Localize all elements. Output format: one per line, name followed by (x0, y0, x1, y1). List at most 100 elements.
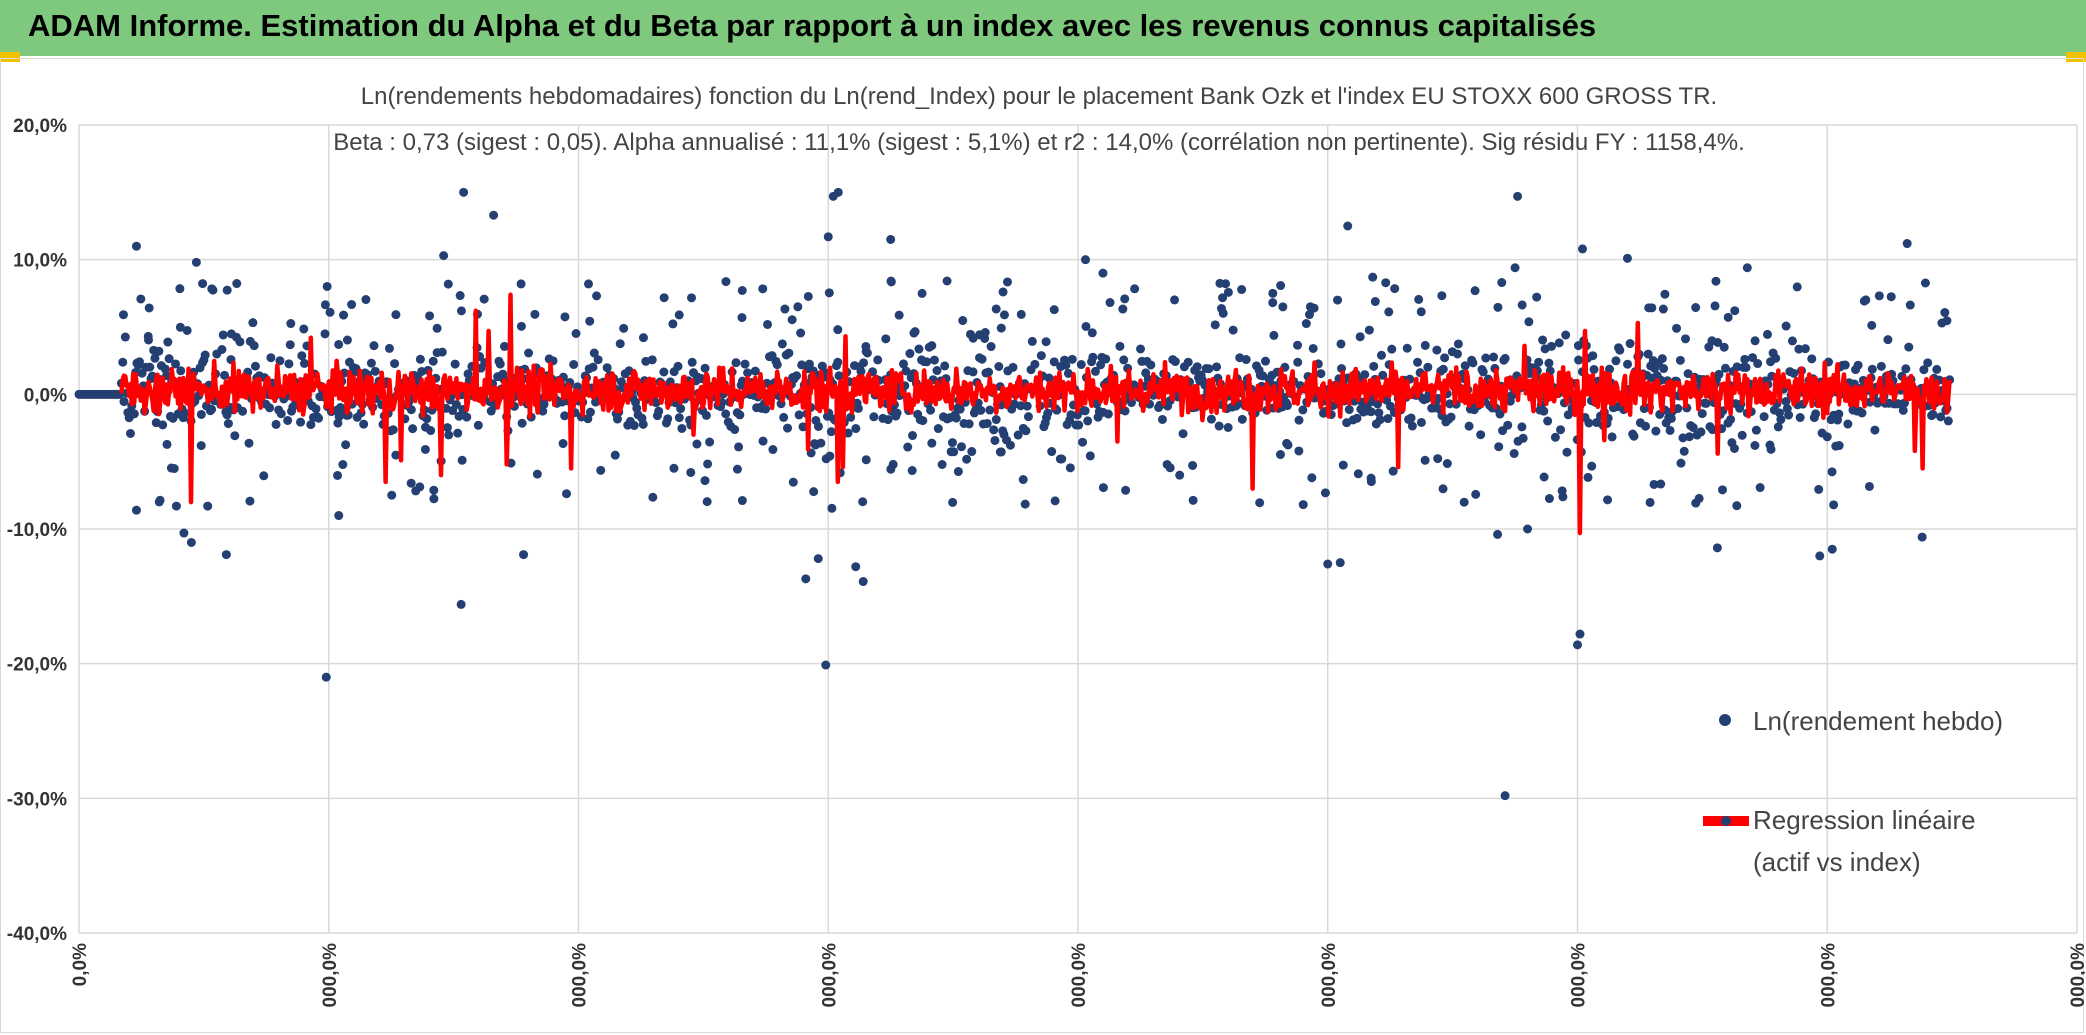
data-point (1673, 404, 1683, 414)
data-point (320, 329, 330, 339)
data-point (1538, 335, 1548, 345)
data-point (175, 322, 185, 332)
data-point (996, 323, 1006, 333)
data-point (676, 404, 686, 414)
data-point (437, 347, 447, 357)
data-point (1710, 301, 1720, 311)
data-point (1781, 396, 1791, 406)
y-tick-label: -10,0% (7, 520, 67, 541)
data-point (1694, 493, 1704, 503)
data-point (1904, 342, 1914, 352)
data-point (1932, 364, 1942, 374)
data-point (1726, 414, 1736, 424)
data-point (1216, 304, 1226, 314)
data-point (927, 341, 937, 351)
data-point (1679, 446, 1689, 456)
data-point (1146, 360, 1156, 370)
data-point (1711, 276, 1721, 286)
data-point (853, 403, 863, 413)
data-point (937, 460, 947, 470)
y-tick-label: 10,0% (13, 251, 67, 272)
data-point (1120, 294, 1130, 304)
data-point (1353, 469, 1363, 479)
data-point (1523, 524, 1533, 534)
data-point (589, 348, 599, 358)
data-point (1672, 323, 1682, 333)
data-point (370, 366, 380, 376)
data-point (259, 471, 269, 481)
data-point (1573, 640, 1582, 650)
data-point (990, 435, 1000, 445)
data-point (1792, 282, 1802, 292)
data-point (1717, 485, 1727, 495)
data-point (1432, 345, 1442, 355)
data-point (196, 441, 206, 451)
data-point (1720, 363, 1730, 373)
data-point (519, 550, 529, 560)
data-point (933, 424, 943, 434)
data-point (284, 359, 294, 369)
data-point (801, 574, 811, 584)
data-point (1384, 307, 1394, 317)
data-point (1360, 370, 1370, 380)
data-point (1905, 300, 1915, 310)
x-tick-label: 000,0% (1569, 943, 1590, 1008)
data-point (454, 411, 464, 421)
data-point (296, 417, 306, 427)
data-point (334, 339, 344, 349)
data-point (456, 599, 466, 609)
data-point (1587, 461, 1597, 471)
data-point (833, 187, 843, 197)
data-point (1675, 355, 1685, 365)
x-tick-label: 000,0% (819, 943, 840, 1008)
data-point (942, 276, 952, 286)
data-point (1049, 357, 1059, 367)
data-point (803, 291, 813, 301)
legend-line-dot (1721, 816, 1731, 826)
data-point (1218, 293, 1228, 303)
data-point (1676, 458, 1686, 468)
data-point (886, 234, 896, 244)
data-point (451, 400, 461, 410)
data-point (1413, 357, 1423, 367)
data-point (596, 465, 606, 475)
data-point (1923, 358, 1933, 368)
data-point (144, 303, 154, 313)
data-point (342, 335, 352, 345)
data-point (813, 554, 823, 564)
data-point (286, 319, 296, 329)
data-point (136, 294, 146, 304)
data-point (1170, 357, 1180, 367)
data-point (677, 423, 687, 433)
data-point (495, 359, 505, 369)
data-point (1192, 362, 1202, 372)
data-point (1524, 317, 1534, 327)
data-point (669, 463, 679, 473)
data-point (763, 319, 773, 329)
data-point (1493, 529, 1503, 539)
data-point (1298, 500, 1308, 510)
data-point (730, 425, 740, 435)
data-point (1308, 343, 1318, 353)
data-point (1936, 412, 1946, 422)
data-point (1020, 499, 1030, 509)
data-point (826, 427, 836, 437)
data-point (702, 497, 712, 507)
data-point (271, 419, 281, 429)
data-point (217, 344, 227, 354)
data-point (1589, 364, 1599, 374)
data-point (1115, 341, 1125, 351)
data-point (804, 359, 814, 369)
data-point (218, 330, 228, 340)
data-point (1784, 410, 1794, 420)
data-point (809, 487, 819, 497)
data-point (602, 363, 612, 373)
data-point (1338, 460, 1348, 470)
data-point (737, 496, 747, 506)
data-point (1370, 297, 1380, 307)
data-point (947, 438, 957, 448)
data-point (415, 354, 425, 364)
data-point (387, 490, 397, 500)
data-point (341, 440, 351, 450)
data-point (1859, 296, 1869, 306)
